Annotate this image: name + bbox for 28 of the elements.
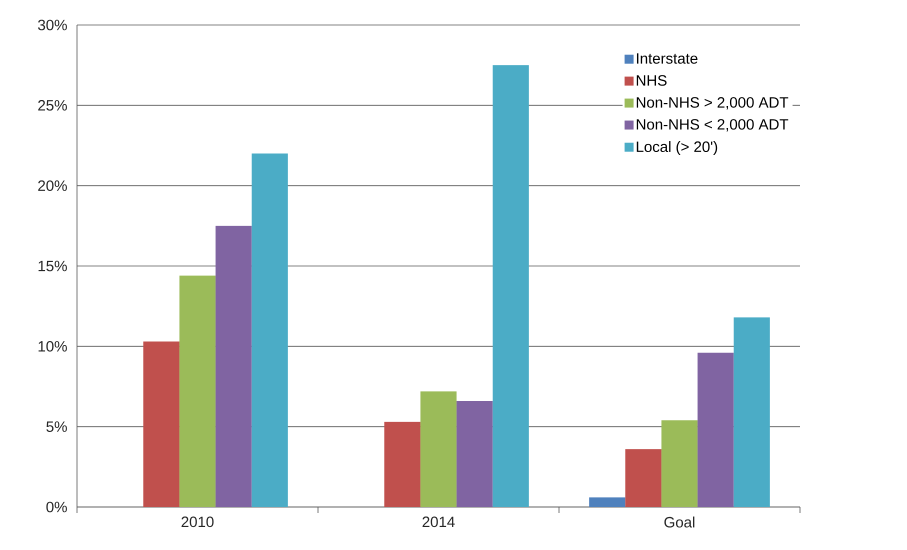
legend-label: Non-NHS < 2,000 ADT [636, 119, 788, 132]
y-tick-label: 25% [38, 100, 67, 111]
y-tick-label: 30% [38, 20, 67, 30]
bar [698, 352, 734, 508]
bar [492, 65, 529, 508]
x-tick-label: 2010 [182, 516, 214, 528]
bar [420, 391, 457, 508]
x-tick-label: 2014 [422, 516, 455, 528]
bar [143, 342, 180, 508]
x-tick-label: Goal [664, 516, 694, 528]
bar [456, 400, 493, 508]
legend-label: NHS [636, 75, 667, 86]
y-tick-label: 20% [38, 180, 67, 191]
y-tick-label: 5% [46, 421, 67, 432]
bar [734, 317, 770, 508]
legend-label: Non-NHS > 2,000 ADT [636, 97, 788, 110]
bar [179, 276, 216, 508]
y-tick-label: 15% [38, 260, 67, 272]
bar [216, 226, 252, 508]
bar [252, 154, 288, 508]
bar [625, 449, 662, 508]
y-tick-label: 10% [38, 341, 67, 352]
legend-label: Local (> 20') [636, 141, 718, 156]
bar [589, 497, 626, 508]
y-tick-label: 0% [46, 502, 67, 512]
bar [661, 420, 698, 508]
legend-label: Interstate [636, 53, 698, 64]
bar [384, 422, 420, 508]
